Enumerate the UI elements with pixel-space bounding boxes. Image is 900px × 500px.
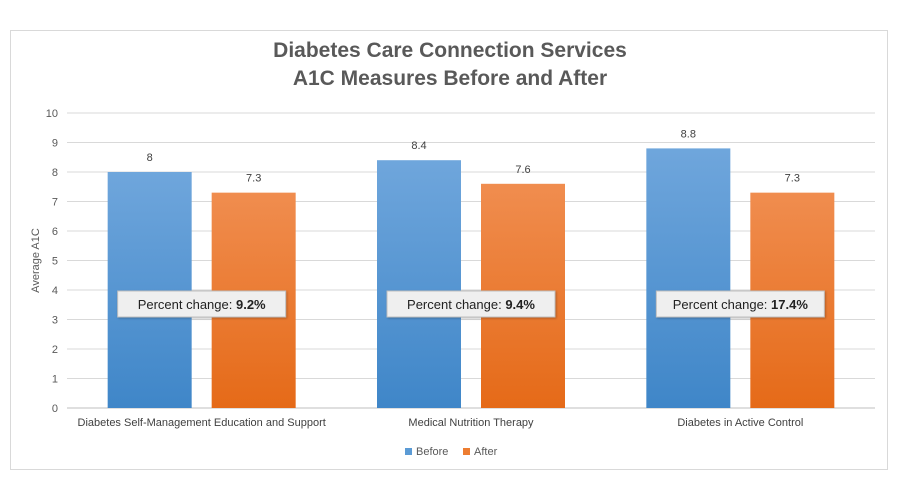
y-tick-label: 6 (52, 226, 58, 238)
y-tick-label: 10 (46, 108, 58, 120)
percent-change-prefix: Percent change: (407, 297, 505, 312)
y-tick-label: 1 (52, 374, 58, 386)
data-label: 7.6 (515, 164, 530, 176)
bar-before-1 (377, 160, 461, 408)
percent-change-value: 17.4% (771, 297, 808, 312)
percent-change-value: 9.4% (505, 297, 535, 312)
percent-change-prefix: Percent change: (138, 297, 236, 312)
legend-label-before: Before (416, 446, 448, 458)
y-tick-label: 0 (52, 403, 58, 415)
percent-change-callout (386, 290, 556, 318)
y-axis-label: Average A1C (30, 228, 42, 293)
chart-title: Diabetes Care Connection Services A1C Me… (0, 37, 900, 93)
data-label: 7.3 (785, 173, 800, 185)
data-label: 8 (147, 152, 153, 164)
percent-change-text: Percent change: 17.4% (673, 297, 809, 312)
x-category-label: Medical Nutrition Therapy (408, 417, 534, 429)
percent-change-value: 9.2% (236, 297, 266, 312)
y-tick-label: 7 (52, 197, 58, 209)
bar-before-0 (107, 172, 192, 408)
y-tick-label: 4 (52, 285, 58, 297)
legend-swatch-after (463, 448, 470, 455)
y-tick-label: 5 (52, 256, 58, 268)
data-label: 8.8 (681, 128, 696, 140)
legend-label-after: After (474, 446, 498, 458)
percent-change-text: Percent change: 9.2% (138, 297, 266, 312)
legend-swatch-before (405, 448, 412, 455)
percent-change-callout (655, 290, 825, 318)
percent-change-callout (117, 290, 287, 318)
percent-change-prefix: Percent change: (673, 297, 771, 312)
y-tick-label: 9 (52, 138, 58, 150)
y-tick-label: 3 (52, 315, 58, 327)
y-tick-label: 8 (52, 167, 58, 179)
data-label: 7.3 (246, 173, 261, 185)
bar-before-2 (646, 148, 731, 408)
x-category-label: Diabetes in Active Control (677, 417, 803, 429)
chart-title-line1: Diabetes Care Connection Services (273, 39, 627, 62)
data-label: 8.4 (411, 140, 426, 152)
x-category-label: Diabetes Self-Management Education and S… (78, 417, 326, 429)
percent-change-text: Percent change: 9.4% (407, 297, 535, 312)
y-tick-label: 2 (52, 344, 58, 356)
chart-title-line2: A1C Measures Before and After (292, 67, 608, 90)
